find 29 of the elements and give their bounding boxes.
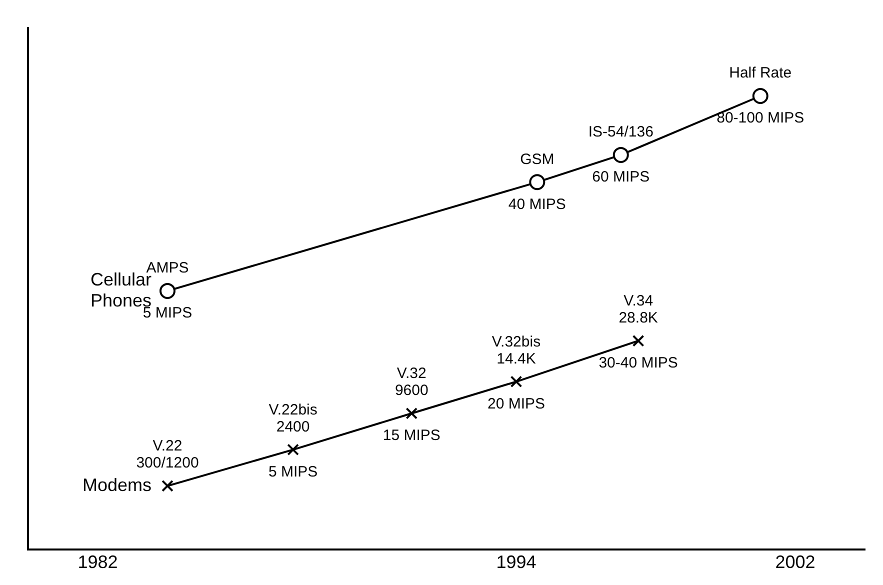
series-label: Modems xyxy=(82,474,152,495)
annotation: 20 MIPS xyxy=(487,395,546,412)
point xyxy=(406,407,418,420)
annotation: Half Rate xyxy=(729,64,792,82)
annotation: V.22bis 2400 xyxy=(268,401,318,436)
annotation: 60 MIPS xyxy=(592,168,650,186)
point xyxy=(752,88,768,104)
x-tick-label: 2002 xyxy=(775,552,816,572)
annotation: V.32 9600 xyxy=(394,365,428,400)
x-tick-label: 1994 xyxy=(496,552,536,572)
point xyxy=(529,174,546,190)
annotation: V.34 28.8K xyxy=(618,292,658,326)
annotation: 80-100 MIPS xyxy=(716,110,804,127)
annotation: 5 MIPS xyxy=(268,463,318,480)
annotation: AMPS xyxy=(146,260,189,277)
annotation: IS-54/136 xyxy=(588,124,654,141)
point xyxy=(510,376,522,388)
annotation: V.22 300/1200 xyxy=(136,438,199,472)
annotation: 15 MIPS xyxy=(382,427,440,444)
annotation: 40 MIPS xyxy=(508,196,566,213)
point xyxy=(287,444,299,456)
point xyxy=(612,146,629,163)
point xyxy=(632,334,644,347)
x-tick-label: 1982 xyxy=(78,552,118,572)
annotation: GSM xyxy=(520,150,554,168)
annotation: 30-40 MIPS xyxy=(598,354,678,372)
annotation: V.32bis 14.4K xyxy=(492,333,541,368)
point xyxy=(162,480,174,492)
point xyxy=(160,282,176,299)
